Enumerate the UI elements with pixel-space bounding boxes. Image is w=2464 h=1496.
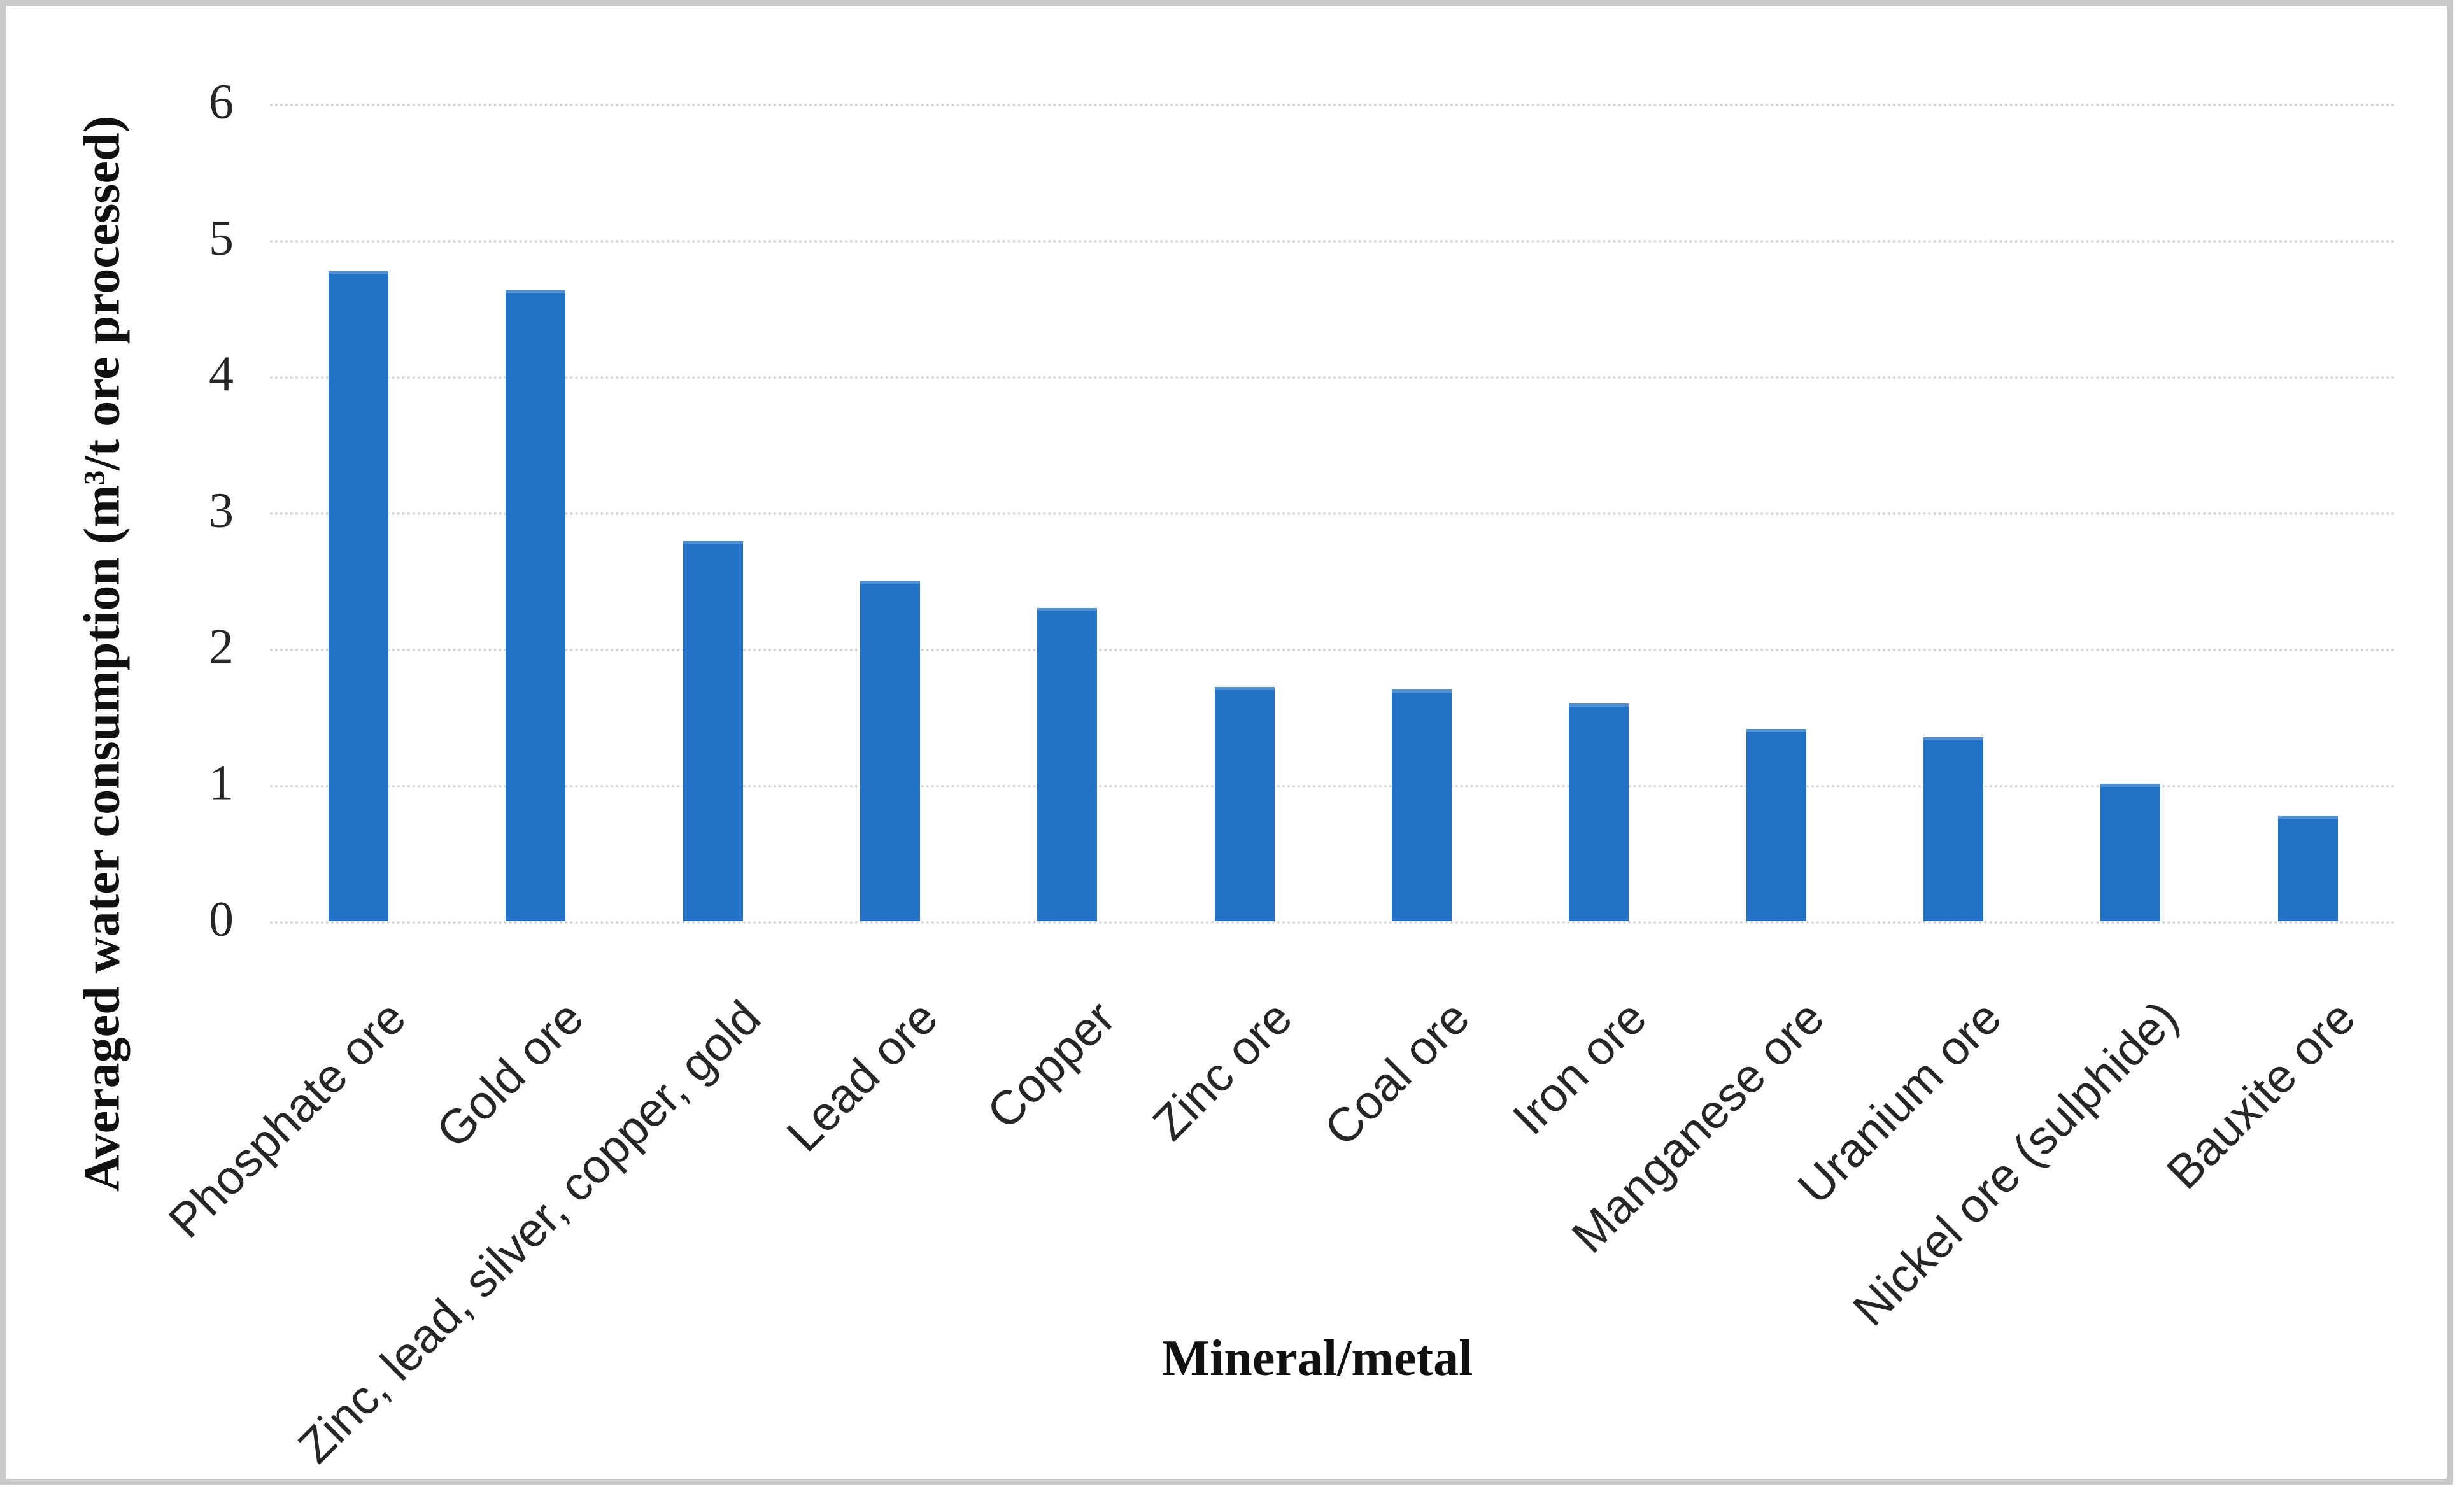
bar — [1392, 689, 1452, 921]
category-label: Phosphate ore — [158, 990, 416, 1248]
category-label: Lead ore — [776, 990, 948, 1162]
gridline — [270, 376, 2397, 379]
gridline — [270, 512, 2397, 515]
category-label: Gold ore — [425, 990, 593, 1158]
bar — [1746, 729, 1806, 921]
bar-slot — [979, 104, 1156, 921]
y-tick-label: 0 — [209, 891, 234, 947]
y-tick-label: 2 — [209, 618, 234, 674]
bar-slot — [1156, 104, 1333, 921]
bar — [1037, 607, 1098, 921]
bar — [2100, 783, 2161, 921]
bar-slot — [1865, 104, 2042, 921]
bar — [2277, 816, 2338, 921]
gridline — [270, 649, 2397, 651]
x-axis-title: Mineral/metal — [1161, 1330, 1473, 1387]
y-axis-tick-labels: 0 1 2 3 4 5 6 — [6, 73, 234, 946]
plot-area — [270, 104, 2397, 924]
y-tick-label: 4 — [209, 346, 234, 402]
bar-slot — [447, 104, 624, 921]
y-tick-label: 1 — [209, 754, 234, 810]
bars-container — [270, 104, 2397, 921]
gridlines — [270, 104, 2397, 924]
category-label: Nickel ore (sulphide) — [1842, 990, 2188, 1336]
bar — [329, 271, 389, 921]
bar-slot — [2220, 104, 2397, 921]
y-tick-label: 3 — [209, 482, 234, 538]
bar-slot — [1688, 104, 1865, 921]
bar-slot — [270, 104, 447, 921]
x-axis-category-labels: Phosphate ore Gold ore Zinc, lead, silver,… — [159, 921, 2397, 1479]
gridline — [270, 785, 2397, 787]
category-label: Copper — [976, 990, 1125, 1140]
bar — [506, 290, 566, 921]
bar-slot — [1510, 104, 1687, 921]
category-label: Coal ore — [1313, 990, 1480, 1156]
bar — [1214, 686, 1275, 921]
gridline — [270, 240, 2397, 243]
y-tick-label: 6 — [209, 73, 234, 129]
gridline — [270, 921, 2397, 924]
category-label: Iron ore — [1502, 990, 1657, 1145]
bar — [1923, 737, 1984, 921]
bar-slot — [1333, 104, 1510, 921]
bar — [860, 581, 921, 921]
gridline — [270, 104, 2397, 106]
bar — [683, 540, 743, 921]
bar-slot — [802, 104, 979, 921]
category-label: Zinc ore — [1142, 990, 1302, 1150]
category-label: Bauxite ore — [2156, 990, 2365, 1199]
bar-slot — [625, 104, 802, 921]
bar-slot — [2042, 104, 2219, 921]
bar — [1569, 703, 1629, 921]
y-tick-label: 5 — [209, 209, 234, 265]
